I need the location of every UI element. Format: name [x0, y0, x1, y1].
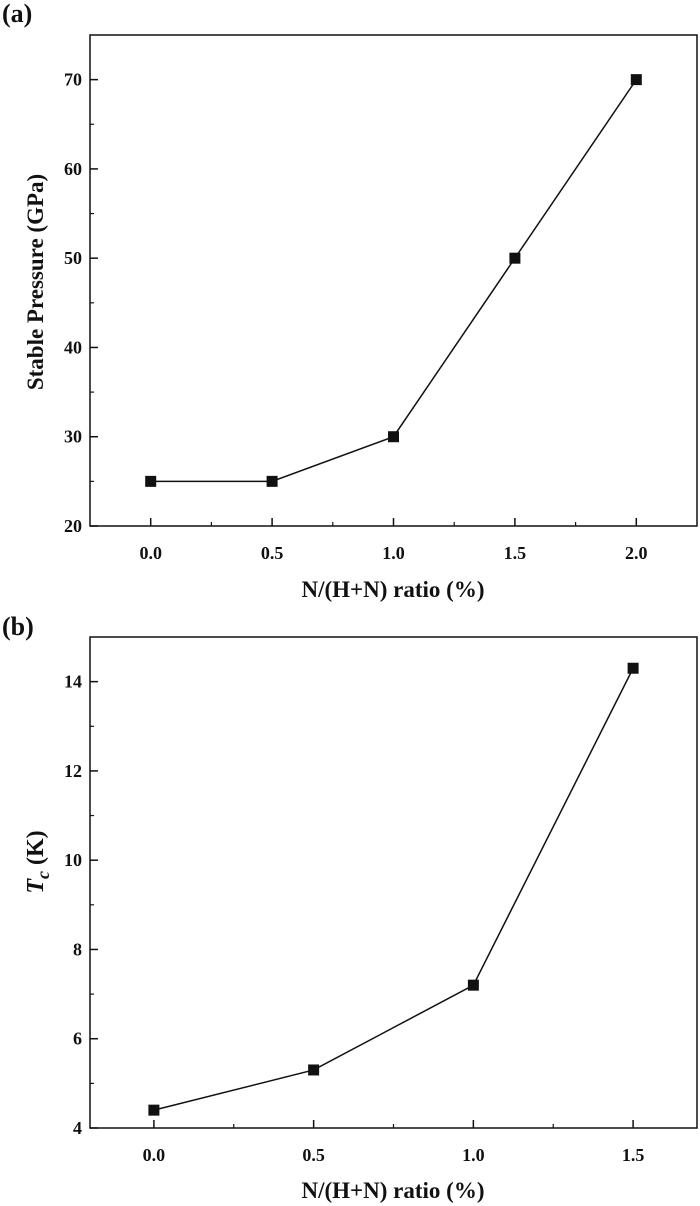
panel-a-x-axis-label: N/(H+N) ratio (%)	[301, 577, 484, 602]
panel-b-y-axis-label: Tc (K)	[23, 830, 53, 893]
panel-a-data-point	[630, 74, 642, 86]
panel-a-x-tick-label: 1.5	[504, 543, 527, 563]
panel-b-tick-labels: 0.0 0.5 1.0 1.5 4 6 8 10 12 14	[64, 672, 644, 1165]
panel-b-x-tick-label: 0.0	[143, 1145, 166, 1165]
panel-a-plot-frame	[89, 34, 698, 527]
panel-a-y-tick-label: 30	[64, 427, 82, 447]
panel-b-y-tick-label: 6	[73, 1029, 82, 1049]
panel-a-data-point	[266, 475, 278, 487]
panel-b-plot-frame	[89, 636, 698, 1129]
panel-b-x-tick-label: 1.0	[462, 1145, 485, 1165]
panel-a-x-tick-label: 1.0	[382, 543, 405, 563]
panel-a-y-tick-label: 20	[64, 516, 82, 536]
panel-a-y-tick-label: 70	[64, 70, 82, 90]
panel-a-label: (a)	[2, 0, 32, 28]
panel-b-series	[148, 662, 639, 1116]
panel-a-x-tick-label: 0.0	[139, 543, 162, 563]
panel-a-y-tick-label: 50	[64, 248, 82, 268]
panel-b-data-point	[148, 1104, 160, 1116]
panel-a-tick-labels: 0.0 0.5 1.0 1.5 2.0 20 30 40 50 60 70	[64, 70, 648, 563]
panel-b-x-axis-label: N/(H+N) ratio (%)	[301, 1178, 484, 1203]
panel-a-y-tick-label: 40	[64, 337, 82, 357]
panel-a-series	[145, 74, 642, 487]
panel-a-data-point	[509, 252, 521, 264]
panel-b-data-point	[627, 662, 639, 674]
panel-b-y-tick-label: 8	[73, 939, 82, 959]
panel-a-y-axis-label: Stable Pressure (GPa)	[23, 174, 48, 390]
panel-b-y-tick-label: 10	[64, 850, 82, 870]
panel-b-x-tick-label: 0.5	[302, 1145, 325, 1165]
panel-b-y-label-symbol: T	[23, 878, 49, 894]
panel-a: (a) 0.0 0.5 1.0 1.5 2.0 20 30 40 50 60 70 N/(H+N) …	[2, 0, 698, 602]
panel-b-y-tick-label: 14	[64, 672, 82, 692]
panel-b: (b) 0.0 0.5 1.0 1.5 4 6 8 10 12 14 N/(H+N) ratio …	[2, 612, 698, 1203]
panel-a-x-tick-label: 0.5	[261, 543, 284, 563]
panel-b-data-point	[467, 979, 479, 991]
panel-a-series-line	[150, 79, 637, 483]
panel-a-x-tick-label: 2.0	[625, 543, 648, 563]
panel-a-data-point	[145, 475, 157, 487]
panel-b-ticks	[90, 680, 634, 1129]
panel-a-data-point	[388, 431, 399, 443]
panel-b-label: (b)	[2, 612, 34, 641]
panel-b-y-label-subscript: c	[33, 871, 53, 879]
panel-b-y-tick-label: 4	[73, 1118, 82, 1138]
panel-b-y-label-unit: (K)	[23, 830, 49, 871]
panel-a-y-tick-label: 60	[64, 159, 82, 179]
panel-b-series-line	[153, 667, 634, 1111]
panel-a-ticks	[90, 78, 638, 527]
panel-b-y-tick-label: 12	[64, 761, 82, 781]
panel-b-x-tick-label: 1.5	[622, 1145, 645, 1165]
panel-b-data-point	[308, 1064, 320, 1076]
